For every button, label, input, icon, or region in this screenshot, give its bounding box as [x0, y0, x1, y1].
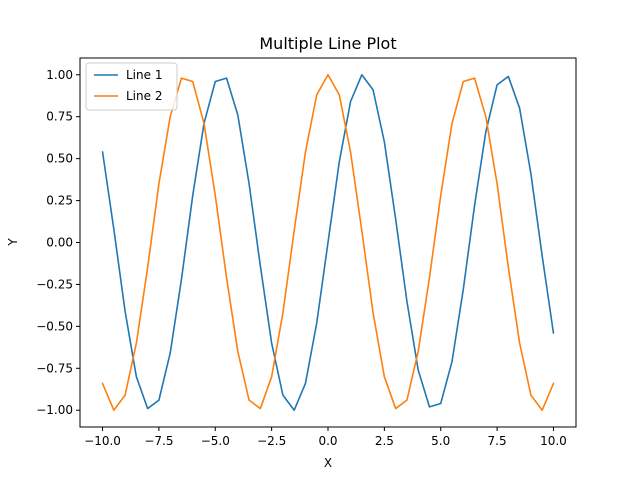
x-tick-label: 5.0 [431, 434, 450, 448]
legend-label-1: Line 1 [126, 68, 162, 82]
y-tick-label: 0.25 [46, 194, 73, 208]
series-line-2 [101, 73, 555, 412]
y-tick-label: 0.75 [46, 110, 73, 124]
x-tick-label: −2.5 [257, 434, 286, 448]
legend: Line 1 Line 2 [85, 62, 178, 111]
x-tick-label: 0.0 [318, 434, 337, 448]
x-tick-label: −7.5 [144, 434, 173, 448]
legend-label-2: Line 2 [126, 89, 162, 103]
y-tick-label: 1.00 [46, 68, 73, 82]
series-line-1 [101, 73, 555, 412]
y-tick-label: 0.50 [46, 152, 73, 166]
x-tick-label: −10.0 [84, 434, 121, 448]
x-axis-label: X [324, 456, 332, 470]
y-tick-label: −0.25 [36, 277, 73, 291]
y-tick-label: −0.75 [36, 361, 73, 375]
y-axis-label: Y [6, 238, 20, 247]
x-tick-label: 10.0 [540, 434, 567, 448]
plot-area: −10.0 −7.5 −5.0 −2.5 0.0 2.5 5.0 7.5 10.0 −1.00 −0… [36, 57, 577, 448]
y-tick-label: −1.00 [36, 403, 73, 417]
chart-title: Multiple Line Plot [259, 34, 396, 53]
y-tick-label: 0.00 [46, 236, 73, 250]
x-tick-label: −5.0 [201, 434, 230, 448]
x-tick-label: 7.5 [488, 434, 507, 448]
y-tick-label: −0.50 [36, 319, 73, 333]
x-tick-label: 2.5 [375, 434, 394, 448]
